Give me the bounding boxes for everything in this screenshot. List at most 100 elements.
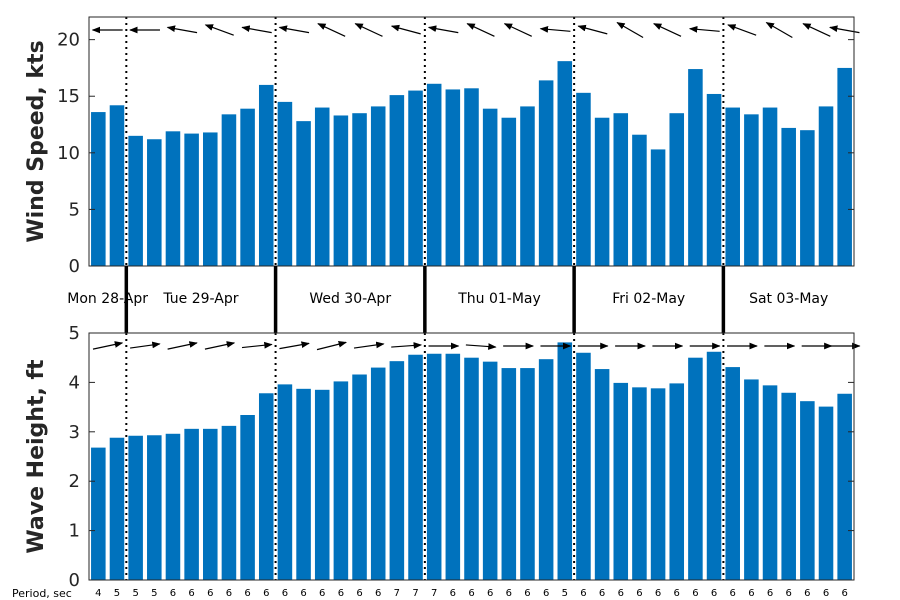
wind-bar (613, 113, 629, 266)
wind-bar (818, 106, 834, 266)
period-value: 6 (543, 588, 549, 599)
wind-direction-arrow (427, 25, 459, 34)
wave-axes-frame (88, 332, 855, 581)
period-value: 6 (450, 588, 456, 599)
wind-bar (109, 105, 125, 266)
wave-bar (203, 428, 218, 580)
wind-bar (464, 88, 479, 266)
wave-bar (669, 383, 685, 580)
wind-direction-arrow (802, 23, 831, 37)
period-caption: Period, sec (12, 587, 72, 600)
period-value: 6 (188, 588, 194, 599)
wave-direction-arrow (279, 341, 310, 350)
wind-direction-arrow (688, 26, 720, 33)
wind-bar (538, 80, 554, 266)
wind-ytick-label: 15 (57, 86, 80, 107)
wind-bar (352, 113, 367, 266)
wave-bar (688, 357, 703, 580)
period-value: 6 (636, 588, 642, 599)
wind-bar (258, 84, 274, 266)
wind-bar (576, 92, 591, 266)
wind-bar (426, 83, 442, 266)
wave-bar (277, 384, 293, 580)
wave-bar (725, 367, 740, 580)
wind-bar (333, 115, 349, 266)
wave-bar (800, 401, 815, 580)
period-value: 5 (151, 588, 157, 599)
wind-bar (744, 114, 759, 266)
wind-bar (277, 101, 293, 266)
day-label: Wed 30-Apr (309, 291, 391, 307)
wind-bar (91, 112, 106, 266)
period-value: 6 (468, 588, 474, 599)
wind-bar (128, 135, 143, 266)
wave-ytick-label: 4 (69, 372, 80, 393)
period-value: 6 (226, 588, 232, 599)
wave-bar (501, 368, 517, 580)
period-value: 6 (748, 588, 754, 599)
wind-direction-arrow (317, 23, 346, 37)
period-value: 7 (394, 588, 400, 599)
period-value: 6 (506, 588, 512, 599)
wind-bar (557, 61, 573, 266)
period-value: 6 (618, 588, 624, 599)
wind-bar (669, 113, 685, 266)
wind-bar (650, 149, 666, 266)
wind-ytick-label: 20 (57, 30, 80, 51)
wave-bar (240, 415, 255, 580)
wave-bar (632, 387, 647, 580)
period-value: 6 (170, 588, 176, 599)
period-value: 6 (524, 588, 530, 599)
wind-direction-arrow (204, 24, 234, 36)
wave-ytick-label: 3 (69, 422, 80, 443)
wind-direction-arrow (727, 24, 757, 36)
wave-bar (781, 392, 796, 580)
wind-bar (781, 127, 796, 266)
period-value: 4 (95, 588, 101, 599)
wave-bar (650, 388, 666, 580)
wave-direction-arrow (167, 341, 198, 350)
wave-direction-arrow (391, 342, 422, 349)
wind-speed-panel: 0 5 10 15 20 Wind Speed, kts (24, 16, 860, 277)
wind-bar (837, 67, 852, 267)
wave-bar (482, 361, 498, 580)
period-value: 6 (692, 588, 698, 599)
wind-bar (800, 130, 815, 266)
wind-direction-arrow (241, 25, 272, 34)
period-value: 6 (599, 588, 605, 599)
wind-direction-arrow (539, 26, 571, 33)
period-value: 6 (338, 588, 344, 599)
wind-direction-arrow (354, 23, 383, 37)
wave-ytick-label: 5 (69, 323, 80, 344)
wave-direction-arrow (353, 341, 385, 349)
period-value: 6 (841, 588, 847, 599)
wave-bar (370, 367, 386, 580)
wind-bar (184, 133, 199, 266)
wind-direction-arrow (466, 23, 495, 37)
period-value: 6 (711, 588, 717, 599)
wind-direction-arrow (829, 25, 860, 34)
wind-bar (389, 95, 405, 266)
period-value: 6 (580, 588, 586, 599)
period-value: 6 (263, 588, 269, 599)
wave-direction-arrow (241, 341, 273, 349)
period-row: Period, sec 4 5 5 5 6 6 6 6 6 6 6 6 6 6 6 6 7 7 7 6 6 6 6 6 6 5 6 6… (12, 587, 848, 600)
wind-axis-title: Wind Speed, kts (24, 40, 49, 242)
period-value: 6 (823, 588, 829, 599)
wind-direction-arrow (765, 21, 793, 39)
wave-bar (296, 388, 311, 580)
wave-bar (147, 435, 162, 580)
period-value: 5 (132, 588, 138, 599)
wave-bar (165, 433, 181, 580)
wave-bar (762, 385, 778, 580)
wind-bar (314, 107, 330, 266)
wave-bar (408, 354, 423, 580)
wind-direction-arrow (278, 25, 310, 34)
wave-direction-arrow (316, 340, 347, 351)
wave-ytick-label: 0 (69, 570, 80, 591)
wind-ytick-label: 5 (69, 199, 80, 220)
period-value: 6 (487, 588, 493, 599)
wave-bar (128, 435, 143, 580)
wind-bar (520, 106, 535, 266)
period-value: 5 (562, 588, 568, 599)
